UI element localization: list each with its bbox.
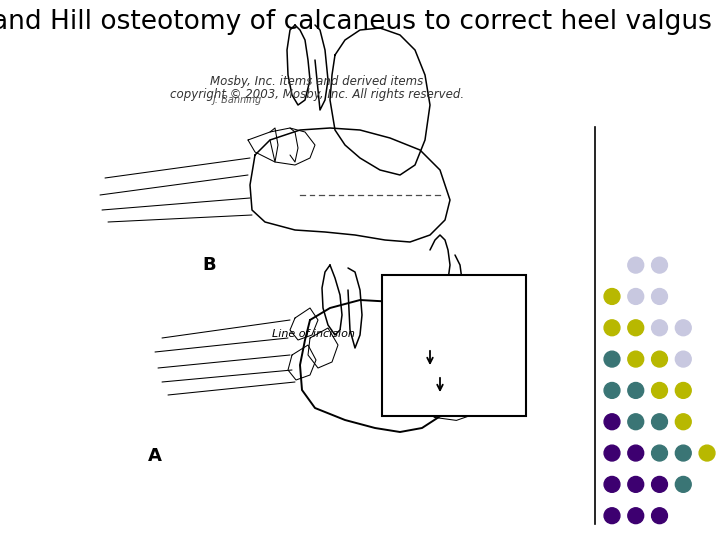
Circle shape: [628, 382, 644, 399]
Circle shape: [652, 382, 667, 399]
Circle shape: [652, 445, 667, 461]
Circle shape: [628, 445, 644, 461]
Circle shape: [675, 445, 691, 461]
Text: Baker and Hill osteotomy of calcaneus to correct heel valgus: Baker and Hill osteotomy of calcaneus to…: [0, 9, 711, 35]
Circle shape: [675, 382, 691, 399]
Circle shape: [675, 476, 691, 492]
Circle shape: [604, 476, 620, 492]
Circle shape: [628, 257, 644, 273]
Circle shape: [652, 257, 667, 273]
Circle shape: [652, 320, 667, 336]
Circle shape: [652, 351, 667, 367]
Circle shape: [628, 351, 644, 367]
Text: Line of incision: Line of incision: [271, 329, 355, 339]
Circle shape: [675, 351, 691, 367]
Circle shape: [652, 508, 667, 524]
Bar: [382, 275, 526, 416]
Circle shape: [652, 476, 667, 492]
Text: Mosby, Inc. items and derived items: Mosby, Inc. items and derived items: [210, 75, 423, 87]
Circle shape: [604, 382, 620, 399]
Text: A: A: [148, 447, 162, 465]
Circle shape: [628, 288, 644, 305]
Circle shape: [604, 445, 620, 461]
Text: copyright © 2003, Mosby, Inc. All rights reserved.: copyright © 2003, Mosby, Inc. All rights…: [170, 88, 464, 101]
Circle shape: [699, 445, 715, 461]
Circle shape: [604, 351, 620, 367]
Text: B: B: [202, 255, 215, 274]
Circle shape: [652, 414, 667, 430]
Circle shape: [604, 414, 620, 430]
Circle shape: [675, 414, 691, 430]
Circle shape: [628, 476, 644, 492]
Text: J. Banning: J. Banning: [213, 95, 262, 105]
Circle shape: [628, 414, 644, 430]
Circle shape: [628, 508, 644, 524]
Circle shape: [628, 320, 644, 336]
Circle shape: [652, 288, 667, 305]
Circle shape: [675, 320, 691, 336]
Circle shape: [604, 508, 620, 524]
Circle shape: [604, 288, 620, 305]
Circle shape: [604, 320, 620, 336]
